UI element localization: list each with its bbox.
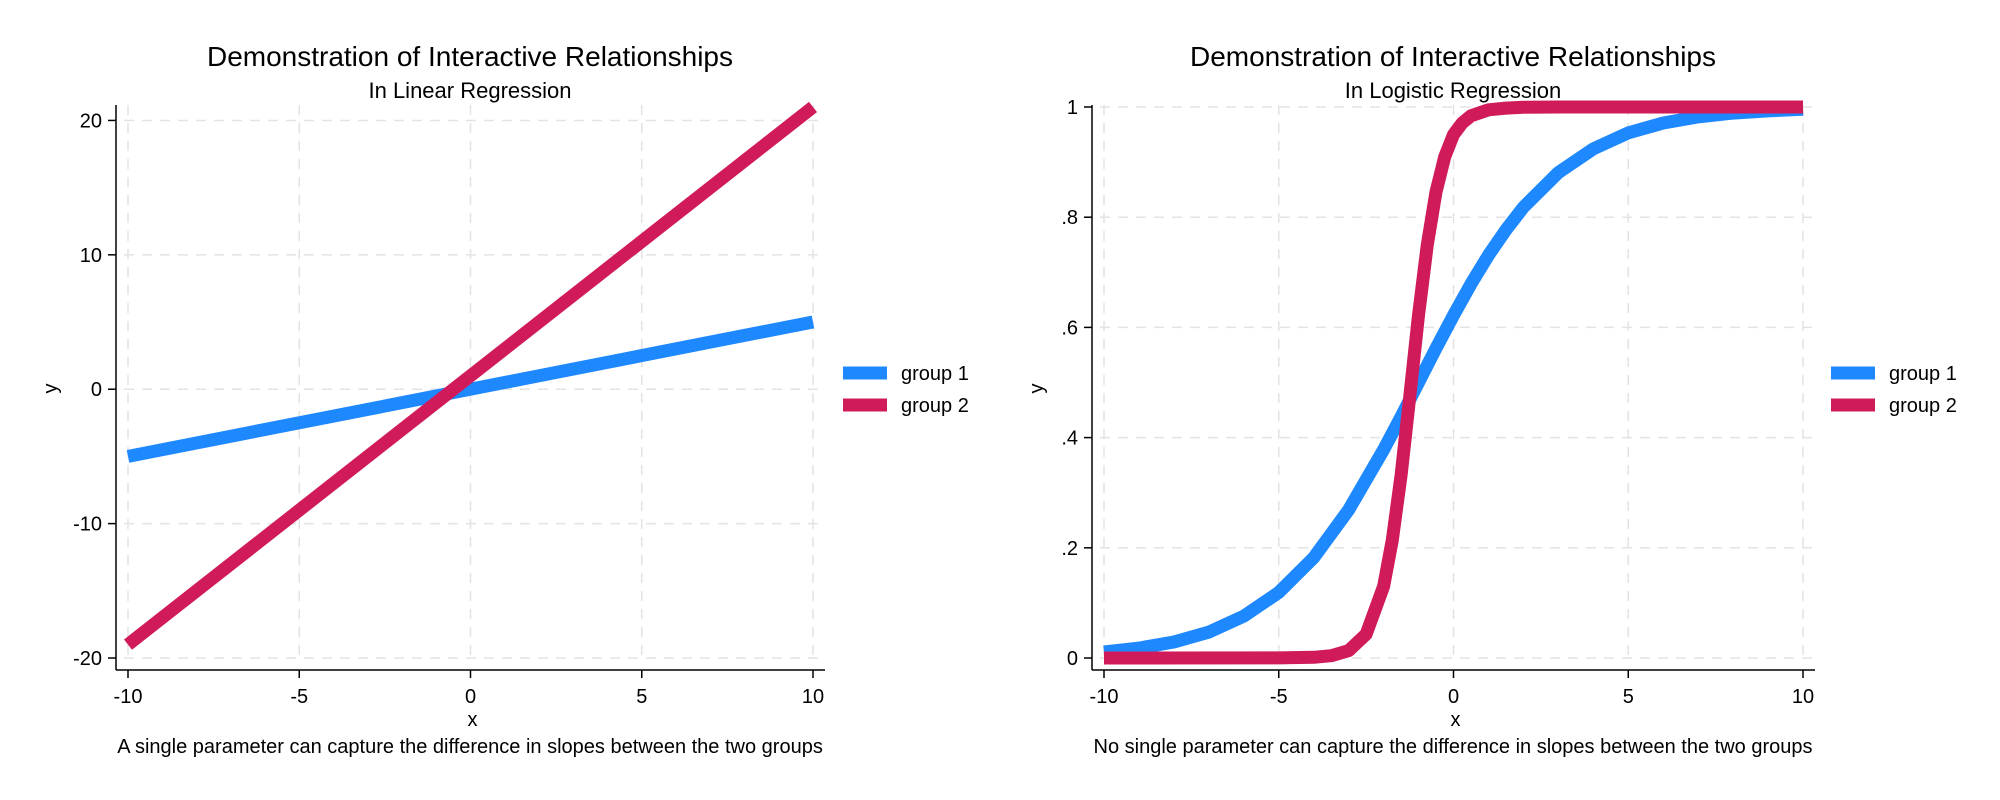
x-tick-label: -5 (1270, 686, 1288, 708)
x-tick-label: -10 (1090, 686, 1119, 708)
y-tick-label: .2 (1061, 538, 1078, 560)
x-tick-label: 10 (1792, 686, 1814, 708)
x-tick-label: 10 (802, 686, 824, 708)
legend-label: group 1 (1889, 363, 1957, 385)
y-tick-label: 0 (91, 379, 102, 401)
chart-title: Demonstration of Interactive Relationshi… (1190, 41, 1716, 72)
legend: group 1 group 2 (843, 363, 969, 417)
chart-subtitle: In Linear Regression (368, 78, 571, 103)
series-line-group-2 (123, 101, 818, 650)
x-tick-label: 0 (1448, 686, 1459, 708)
series-line-group-1 (1103, 102, 1804, 659)
legend-label: group 1 (901, 363, 969, 385)
chart-panel-2: Demonstration of Interactive Relationshi… (1026, 41, 1957, 758)
x-axis-label: x (468, 709, 478, 731)
series-line-group-2 (1103, 100, 1803, 665)
chart-panel-1: Demonstration of Interactive Relationshi… (40, 41, 969, 758)
legend: group 1 group 2 (1831, 363, 1957, 417)
x-tick-label: 5 (636, 686, 647, 708)
y-tick-label: 20 (80, 110, 102, 132)
y-tick-label: -20 (73, 648, 102, 670)
y-tick-label: .6 (1061, 317, 1078, 339)
x-tick-label: 0 (465, 686, 476, 708)
x-axis-label: x (1451, 709, 1461, 731)
chart-title: Demonstration of Interactive Relationshi… (207, 41, 733, 72)
y-tick-label: -10 (73, 514, 102, 536)
y-tick-label: .8 (1061, 207, 1078, 229)
legend-label: group 2 (1889, 395, 1957, 417)
series-line-group-1 (126, 315, 815, 463)
y-tick-label: 10 (80, 245, 102, 267)
y-axis-label: y (40, 384, 62, 394)
y-axis-label: y (1026, 384, 1048, 394)
x-tick-label: -10 (114, 686, 143, 708)
chart-note: No single parameter can capture the diff… (1094, 736, 1813, 758)
y-tick-label: 1 (1067, 97, 1078, 119)
chart-note: A single parameter can capture the diffe… (117, 736, 823, 758)
y-tick-label: 0 (1067, 648, 1078, 670)
x-tick-label: 5 (1623, 686, 1634, 708)
chart-subtitle: In Logistic Regression (1345, 78, 1561, 103)
x-tick-label: -5 (290, 686, 308, 708)
y-tick-label: .4 (1061, 428, 1078, 450)
legend-label: group 2 (901, 395, 969, 417)
